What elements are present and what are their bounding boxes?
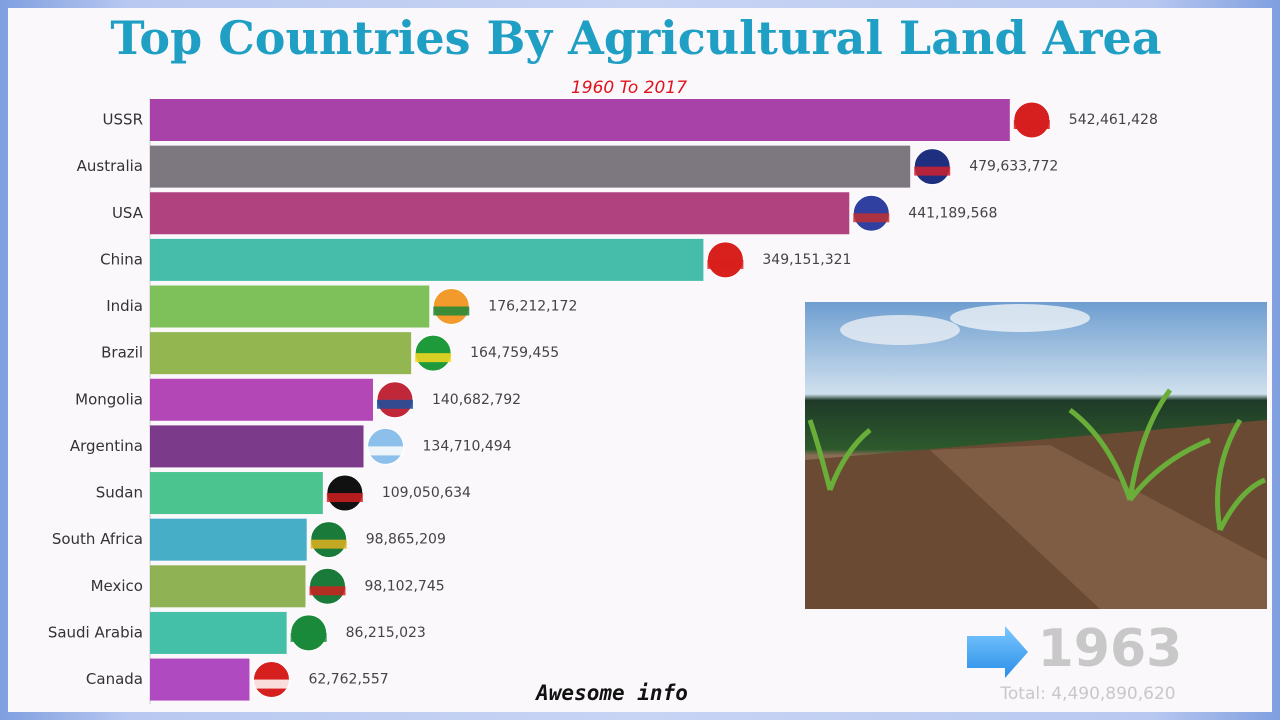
y-tick-label: China [100,250,143,268]
year-label: 1963 [1038,619,1183,679]
value-label: 62,762,557 [308,672,388,688]
value-label: 140,682,792 [432,392,521,408]
bar [150,425,364,468]
arrow [967,626,1028,678]
flag-detail [853,213,890,223]
bar [150,472,323,515]
bar [150,378,373,421]
value-label: 349,151,321 [762,252,851,268]
value-label: 441,189,568 [908,205,997,221]
value-label: 98,865,209 [366,532,446,548]
y-tick-label: Argentina [70,437,143,455]
bar [150,145,911,188]
bar [150,99,1010,141]
flag-detail [253,679,290,689]
value-label: 542,461,428 [1069,112,1158,128]
flag-detail [707,259,744,269]
value-label: 479,633,772 [969,159,1058,175]
chart: Top Countries By Agricultural Land Area … [8,8,1272,712]
total-label: Total: 4,490,890,620 [999,684,1175,704]
bar [150,518,307,561]
bar [150,285,430,328]
y-tick-label: Sudan [96,484,143,502]
flag-detail [914,166,951,176]
value-label: 134,710,494 [423,438,512,454]
y-tick-label: USA [112,204,144,222]
chart-title: Top Countries By Agricultural Land Area [110,11,1161,65]
value-label: 109,050,634 [382,485,471,501]
y-tick-label: Canada [86,670,143,688]
flag-detail [367,446,404,456]
flag-detail [309,586,346,596]
y-tick-label: India [106,297,143,315]
y-tick-label: Saudi Arabia [48,623,143,641]
bar [150,238,704,281]
bar [150,658,250,701]
y-tick-label: Mongolia [75,390,143,408]
bars: USSR 542,461,428 Australia 479,633,772 USA 44… [48,99,1158,701]
value-label: 176,212,172 [488,299,577,315]
y-tick-label: USSR [103,111,143,129]
bar [150,192,850,235]
flag-detail [1013,120,1050,129]
flag-detail [290,632,327,642]
flag-detail [376,399,413,409]
y-tick-label: Australia [77,157,143,175]
photo [805,302,1267,609]
value-label: 164,759,455 [470,345,559,361]
y-tick-label: South Africa [52,530,143,548]
value-label: 98,102,745 [364,578,444,594]
flag-detail [310,539,347,549]
bar [150,565,306,608]
y-tick-label: Brazil [101,344,143,362]
flag-detail [415,353,452,363]
bar [150,611,287,654]
y-tick-label: Mexico [91,577,143,595]
flag-detail [326,493,363,503]
watermark: Awesome info [534,681,688,705]
bar [150,332,412,375]
flag-detail [433,306,470,316]
value-label: 86,215,023 [346,625,426,641]
chart-subtitle: 1960 To 2017 [571,78,687,98]
